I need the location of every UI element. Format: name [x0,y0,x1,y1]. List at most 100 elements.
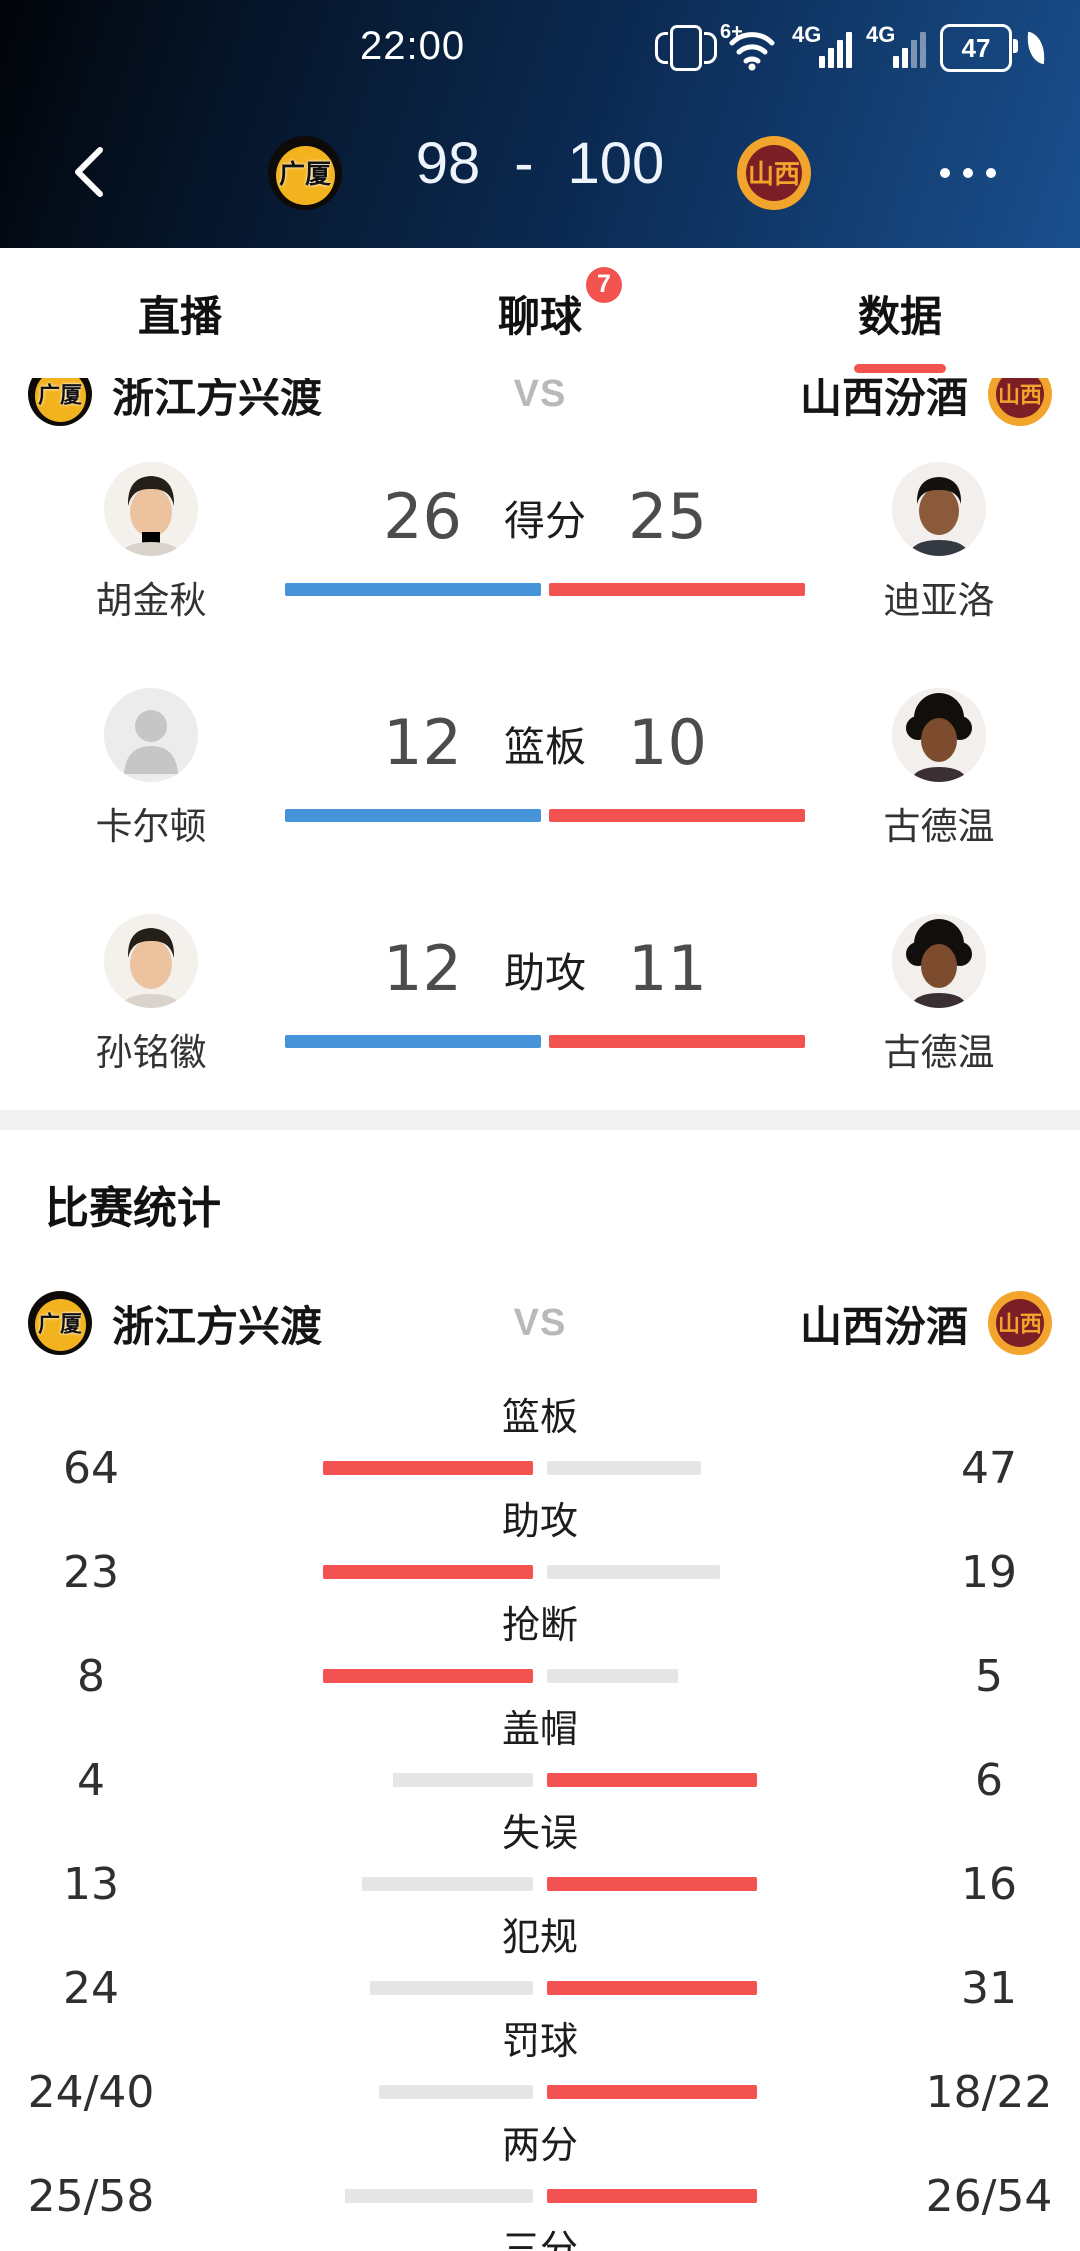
tab-chat[interactable]: 聊球 7 [360,248,720,378]
player-name: 迪亚洛 [883,580,995,621]
stat-bar-left [345,2189,533,2203]
stat-bar-left [362,1877,533,1891]
home-stat-value: 24 [63,1962,119,2014]
match-stats-list: 篮板 64 47 助攻 23 19 抢断 [0,1398,1080,2251]
match-stat-row: 三分 [0,2230,1080,2251]
stat-bar-right [547,1669,678,1683]
match-stat-row: 抢断 8 5 [0,1606,1080,1710]
match-stat-row: 助攻 23 19 [0,1502,1080,1606]
right-stat-value: 11 [628,932,707,1005]
away-team-logo: 山西 [988,378,1052,426]
network-type-label-2: 4G [866,22,896,47]
player-name: 卡尔顿 [95,806,207,847]
stat-bar [323,1860,757,1908]
match-header-row: 广厦 98 - 100 山西 [0,96,1080,248]
right-stat-value: 10 [628,706,707,779]
away-team-logo: 山西 [988,1291,1052,1355]
stat-label: 篮板 [501,1397,578,1439]
section-divider [0,1110,1080,1130]
player-avatar[interactable] [104,688,198,782]
stat-bar-left [323,1461,533,1475]
away-stat-value: 18/22 [925,2066,1053,2118]
more-options-icon[interactable] [940,168,996,178]
player-avatar[interactable] [892,914,986,1008]
player-avatar[interactable] [104,462,198,556]
stat-label: 抢断 [501,1605,578,1647]
stat-label: 两分 [501,2125,578,2167]
stat-label: 罚球 [501,2021,578,2063]
stat-bar-right [547,1877,757,1891]
home-stat-value: 13 [63,1858,119,1910]
home-team-logo: 广厦 [28,378,92,426]
player-stat-row: 胡金秋 26 得分 25 迪亚洛 [0,456,1080,666]
active-tab-underline [854,364,946,373]
away-stat-value: 6 [975,1754,1003,1806]
player-avatar[interactable] [892,688,986,782]
home-score: 98 [415,131,481,196]
stat-label: 助攻 [504,949,586,996]
away-stat-value: 31 [961,1962,1017,2014]
player-stat-bar [285,809,805,822]
status-time: 22:00 [360,24,466,68]
stat-label: 三分 [501,2229,578,2251]
wifi-6plus-label: 6+ [720,21,743,43]
stat-bar-right [547,1773,757,1787]
stat-label: 得分 [504,497,586,544]
home-team-name: 浙江方兴渡 [112,1302,323,1350]
tab-data[interactable]: 数据 [720,248,1080,378]
vs-label: VS [513,1301,567,1344]
wifi-icon: 6+ [720,21,778,71]
match-stat-row: 盖帽 4 6 [0,1710,1080,1814]
stat-bar-left [323,1669,533,1683]
stat-label: 篮板 [504,723,586,770]
chat-badge: 7 [586,266,622,303]
network-type-label: 4G [792,22,822,47]
stat-label: 犯规 [501,1917,578,1959]
away-team-name: 山西汾酒 [799,378,968,421]
teams-row: 广厦 浙江方兴渡 VS 山西汾酒 山西 [0,1290,1080,1356]
player-name: 孙铭徽 [95,1032,207,1073]
away-stat-value: 19 [961,1546,1017,1598]
stat-bar-right [547,2085,757,2099]
player-avatar[interactable] [104,914,198,1008]
player-stat-bar [285,1035,805,1048]
home-team-logo: 广厦 [28,1291,92,1355]
back-button[interactable] [62,142,122,202]
away-stat-value: 26/54 [925,2170,1053,2222]
left-stat-value: 12 [383,932,462,1005]
stat-bar [323,2068,757,2116]
stat-bar [323,1964,757,2012]
match-stat-row: 罚球 24/40 18/22 [0,2022,1080,2126]
stat-bar-left [323,1565,533,1579]
away-stat-value: 16 [961,1858,1017,1910]
away-stat-value: 47 [961,1442,1017,1494]
match-stats-section: 比赛统计 广厦 浙江方兴渡 VS 山西汾酒 山西 篮板 64 47 助攻 2 [0,1130,1080,2251]
stat-bar [323,1548,757,1596]
stat-bar-right [547,1461,701,1475]
player-stat-bar [285,583,805,596]
stat-bar [323,2172,757,2220]
signal-icon: 4G [792,22,852,72]
app-header: 22:00 6+ 4G 4G 47 [0,0,1080,248]
home-stat-value: 64 [63,1442,119,1494]
player-avatar[interactable] [892,462,986,556]
battery-percent: 47 [961,32,991,63]
right-stat-value: 25 [628,480,707,553]
match-stat-row: 犯规 24 31 [0,1918,1080,2022]
score-separator: - [514,131,534,196]
stat-bar-right [547,2189,757,2203]
tab-live[interactable]: 直播 [137,292,222,340]
home-stat-value: 25/58 [27,2170,155,2222]
away-stat-value: 5 [975,1650,1003,1702]
home-team-logo[interactable]: 广厦 [268,136,342,210]
away-team-name: 山西汾酒 [799,1302,968,1350]
match-score: 广厦 98 - 100 山西 [0,130,1080,210]
away-team-logo[interactable]: 山西 [737,136,811,210]
home-stat-value: 24/40 [27,2066,155,2118]
stat-label: 盖帽 [501,1709,578,1751]
battery-icon: 47 [940,24,1018,72]
match-stat-row: 两分 25/58 26/54 [0,2126,1080,2230]
stat-bar [323,1756,757,1804]
stat-bar [323,1444,757,1492]
teams-row-clipped: 广厦 浙江方兴渡 VS 山西汾酒 山西 [0,378,1080,440]
